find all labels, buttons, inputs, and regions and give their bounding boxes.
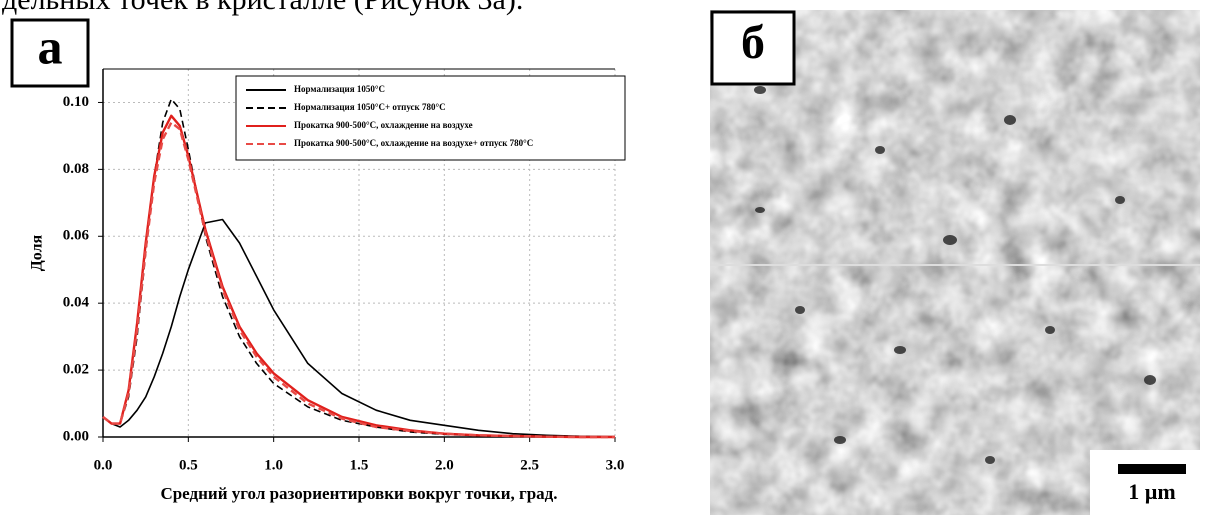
series-line (102, 121, 615, 439)
series-line (102, 114, 615, 439)
y-axis-title: Доля (29, 234, 46, 271)
x-axis-title: Средний угол разориентировки вокруг точк… (160, 484, 557, 503)
legend-label: Нормализация 1050°C (294, 84, 385, 94)
y-tick-label: 0.04 (63, 295, 90, 311)
x-tick-label: 0.5 (179, 457, 198, 473)
legend-box (235, 75, 626, 161)
micrograph-particles (754, 86, 1156, 464)
x-tick-label: 0.0 (94, 457, 113, 473)
y-tick-label: 0.00 (63, 428, 89, 444)
panel-label-box (10, 18, 90, 88)
y-tick-label: 0.08 (63, 161, 89, 177)
legend-label: Нормализация 1050°C+ отпуск 780°C (294, 102, 446, 112)
panel-label-box (710, 10, 796, 86)
panel-label: б (741, 16, 765, 69)
legend-label: Прокатка 900-500°C, охлаждение на воздух… (294, 120, 473, 130)
micrograph (710, 10, 1200, 515)
scale-bar-box (1090, 450, 1200, 515)
x-tick-label: 1.5 (350, 457, 369, 473)
scale-bar-label: 1 µm (1128, 479, 1176, 504)
x-tick-label: 1.0 (264, 457, 283, 473)
x-tick-label: 2.5 (520, 457, 539, 473)
legend-label: Прокатка 900-500°C, охлаждение на воздух… (294, 138, 533, 148)
y-tick-label: 0.02 (63, 362, 89, 378)
y-tick-label: 0.10 (63, 94, 89, 110)
scale-bar (1118, 464, 1186, 474)
series-line (102, 218, 616, 438)
panel-label: а (38, 18, 63, 74)
y-tick-label: 0.06 (63, 228, 90, 244)
caption-fragment: дельных точек в кристалле (Рисунок 3а). (2, 0, 523, 16)
x-tick-label: 2.0 (435, 457, 454, 473)
x-tick-label: 3.0 (606, 457, 625, 473)
chart: 0.00 0.02 0.04 0.06 0.08 0.10 0.0 0.5 1.0 1.5 2.0 2… (29, 68, 626, 503)
